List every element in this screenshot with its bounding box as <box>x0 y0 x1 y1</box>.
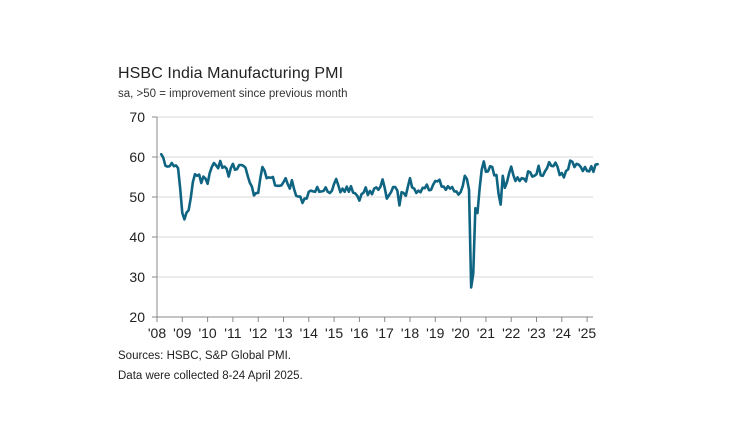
collection-note: Data were collected 8-24 April 2025. <box>118 370 303 382</box>
x-tick-label: '08 <box>148 325 166 341</box>
pmi-series-line <box>159 152 599 289</box>
x-tick-label: '13 <box>274 325 292 341</box>
y-tick-label: 70 <box>129 109 145 125</box>
y-axis: 20 30 40 50 60 70 <box>129 109 158 325</box>
chart-title: HSBC India Manufacturing PMI <box>118 65 344 82</box>
x-tick-label: '21 <box>477 325 495 341</box>
x-tick-label: '11 <box>224 325 241 341</box>
x-tick-label: '14 <box>300 325 318 341</box>
x-tick-label: '09 <box>173 325 191 341</box>
y-tick-label: 60 <box>129 149 145 165</box>
x-tick-label: '15 <box>325 325 343 341</box>
x-tick-label: '16 <box>350 325 368 341</box>
x-tick-label: '10 <box>198 325 216 341</box>
x-tick-label: '22 <box>502 325 520 341</box>
y-tick-label: 50 <box>129 189 145 205</box>
y-tick-label: 20 <box>129 309 145 325</box>
x-tick-label: '23 <box>527 325 545 341</box>
x-tick-label: '12 <box>249 325 267 341</box>
y-tick-label: 40 <box>129 229 145 245</box>
source-note: Sources: HSBC, S&P Global PMI. <box>118 350 291 362</box>
x-tick-label: '19 <box>426 325 444 341</box>
x-tick-label: '20 <box>451 325 469 341</box>
x-axis: '08 '09 '10 '11 '12 '13 '14 '15 '16 '17 '18 '19 '20 '… <box>148 316 596 341</box>
y-tick-label: 30 <box>129 269 145 285</box>
gridlines <box>157 116 593 278</box>
x-tick-label: '17 <box>376 325 394 341</box>
chart-subtitle: sa, >50 = improvement since previous mon… <box>118 88 348 100</box>
x-tick-label: '25 <box>578 325 596 341</box>
x-tick-label: '18 <box>401 325 419 341</box>
x-tick-label: '24 <box>553 325 571 341</box>
series-group <box>159 152 599 289</box>
